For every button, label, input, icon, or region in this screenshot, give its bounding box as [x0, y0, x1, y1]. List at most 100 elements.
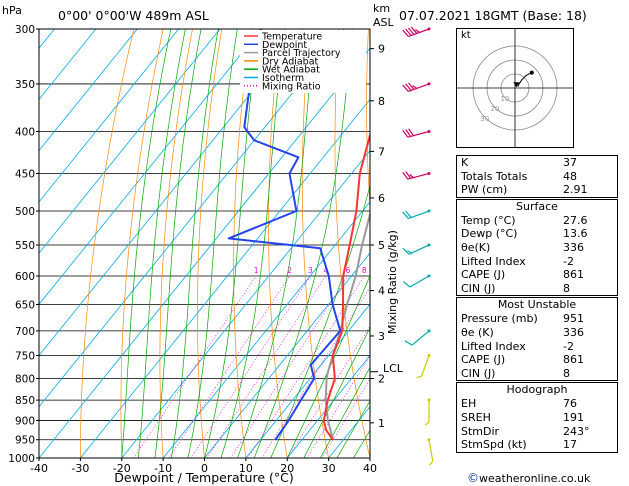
isotherm-line: [39, 29, 262, 305]
index-value: 17: [563, 438, 577, 452]
index-row: SREH 191: [457, 411, 617, 425]
temperature-tick-label: 40: [363, 462, 377, 475]
index-row: EH 76: [457, 397, 617, 411]
pressure-tick-label: 500: [15, 206, 35, 218]
pressure-tick-label: 700: [15, 326, 35, 338]
index-row: StmSpd (kt) 17: [457, 438, 617, 452]
height-tick-label: 7: [378, 145, 385, 158]
wind-barb-dot: [427, 438, 431, 442]
temperature-tick-label: 0: [201, 462, 208, 475]
temperature-tick-label: 20: [280, 462, 294, 475]
index-row: Temp (°C) 27.6: [457, 214, 617, 228]
index-row: θe (K) 336: [457, 326, 617, 340]
index-row: CIN (J) 8: [457, 282, 617, 296]
isotherm-line: [39, 29, 179, 203]
dry-adiabat-line: [301, 29, 329, 458]
wind-barb-staff: [409, 275, 430, 288]
wind-barb-flag: [405, 28, 412, 36]
wind-barb-flag: [405, 210, 412, 218]
dry-adiabat-line: [120, 29, 164, 458]
wet-adiabat-line: [137, 29, 186, 458]
index-value: 861: [563, 353, 584, 367]
index-value: 13.6: [563, 227, 588, 241]
wind-barb-staff: [408, 210, 430, 220]
wind-barb-staff: [408, 244, 430, 255]
pressure-tick-label: 550: [15, 240, 35, 252]
index-value: 76: [563, 397, 577, 411]
wind-barb: [402, 26, 431, 38]
wind-barb: [416, 353, 431, 379]
datetime-title: 07.07.2021 18GMT (Base: 18): [399, 8, 587, 23]
most-unstable-title: Most Unstable: [497, 298, 577, 312]
hodograph-trace: [517, 72, 533, 87]
copyright-icon: ©: [467, 471, 479, 485]
index-label: Totals Totals: [461, 169, 528, 183]
legend-label: Wet Adiabat: [262, 65, 320, 76]
wind-barb-flag: [402, 171, 409, 180]
dry-adiabat-line: [233, 29, 252, 458]
mixing-ratio-label: 4: [323, 266, 328, 275]
wind-barb-dot: [427, 329, 431, 333]
temperature-tick-label: -40: [30, 462, 48, 475]
index-label: PW (cm): [461, 183, 508, 197]
legend-label: Mixing Ratio: [262, 81, 321, 92]
pressure-unit: hPa: [2, 4, 22, 17]
wind-barb-dot: [427, 171, 431, 175]
wind-barb-flag: [402, 84, 409, 92]
index-label: CAPE (J): [461, 268, 506, 282]
location-title: 0°00' 0°00'W 489m ASL: [58, 8, 209, 23]
wind-barb-flag: [402, 29, 409, 37]
height-unit-bottom: ASL: [373, 16, 395, 29]
index-value: 861: [563, 268, 584, 282]
most-unstable-box: Most Unstable Pressure (mb) 951 θe (K) 336 L…: [456, 297, 618, 382]
pressure-tick-label: 850: [15, 395, 35, 407]
index-value: 336: [563, 240, 584, 254]
index-label: K: [461, 156, 469, 169]
index-value: 336: [563, 325, 584, 339]
index-label: Pressure (mb): [461, 312, 538, 326]
index-row: θe(K) 336: [457, 241, 617, 255]
isotherm-line: [121, 150, 370, 458]
index-value: -2: [563, 339, 574, 353]
isotherm-line: [39, 29, 221, 254]
height-tick-label: 4: [378, 285, 385, 298]
wind-barb-flag: [407, 27, 415, 35]
isotherm-line: [162, 201, 370, 458]
wind-barb-dot: [427, 243, 431, 247]
x-axis-label: Dewpoint / Temperature (°C): [114, 470, 293, 485]
wet-adiabat-line: [204, 29, 260, 458]
height-unit-top: km: [373, 2, 390, 15]
wind-barb-flag: [404, 340, 413, 346]
index-label: SREH: [461, 410, 491, 424]
index-label: Lifted Index: [461, 254, 526, 268]
isotherm-line: [204, 252, 370, 458]
index-label: StmDir: [461, 424, 500, 438]
isotherm-line: [39, 29, 304, 357]
legend-background: [240, 30, 366, 93]
mixing-ratio-axis-label: Mixing Ratio (g/kg): [386, 230, 399, 334]
index-label: EH: [461, 397, 477, 411]
pressure-tick-label: 750: [15, 350, 35, 362]
mixing-ratio-line: [287, 325, 370, 458]
index-row: CIN (J) 8: [457, 367, 617, 381]
wind-barb-flag: [415, 29, 420, 33]
height-tick-label: 8: [378, 95, 385, 108]
surface-box: Surface Temp (°C) 27.6 Dewp (°C) 13.6 θe(K) 3…: [456, 198, 618, 297]
wet-adiabat-line: [237, 29, 316, 458]
mixing-ratio-line: [261, 286, 370, 458]
index-value: -2: [563, 254, 574, 268]
index-row: Pressure (mb) 951: [457, 312, 617, 326]
index-label: θe (K): [461, 325, 494, 339]
index-value: 8: [563, 281, 570, 295]
wind-barb-flag: [410, 26, 418, 34]
legend-label: Temperature: [261, 32, 322, 43]
dry-adiabat-line: [334, 29, 370, 458]
wind-barb-flag: [407, 250, 413, 254]
pressure-tick-label: 300: [15, 24, 35, 36]
wet-adiabat-line: [154, 29, 202, 458]
isotherm-line: [39, 29, 345, 408]
wet-adiabat-line: [336, 400, 370, 458]
hodograph-unit: kt: [461, 30, 471, 41]
basic-indices-box: K 37 Totals Totals 48 PW (cm) 2.91: [456, 155, 618, 198]
wind-barb: [402, 243, 431, 255]
